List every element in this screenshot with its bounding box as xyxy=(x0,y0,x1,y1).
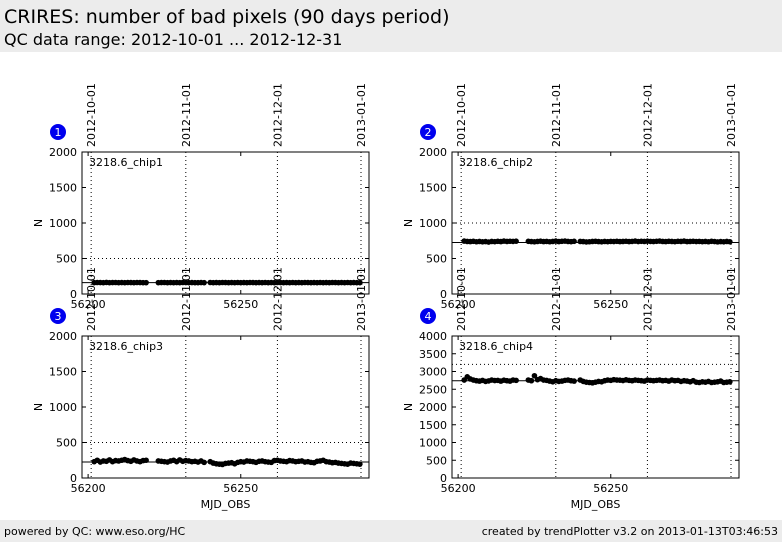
data-point xyxy=(143,279,149,286)
y-tick-label: 3500 xyxy=(419,348,447,361)
x-axis-label: MJD_OBS xyxy=(571,498,621,511)
panel-number: 3 xyxy=(55,310,62,323)
plot-frame xyxy=(451,151,740,295)
date-tick-label: 2012-10-01 xyxy=(85,83,98,147)
data-point xyxy=(357,461,363,467)
y-tick-label: 2000 xyxy=(419,401,447,414)
date-tick-label: 2012-12-01 xyxy=(271,267,284,331)
y-tick-label: 500 xyxy=(426,454,447,467)
data-point xyxy=(727,378,733,385)
page-title: CRIRES: number of bad pixels (90 days pe… xyxy=(4,6,450,28)
page-header: CRIRES: number of bad pixels (90 days pe… xyxy=(0,0,782,52)
y-tick-label: 1500 xyxy=(49,366,77,379)
y-tick-label: 1500 xyxy=(49,182,77,195)
chart-panel-4: 2012-10-01 2012-11-01 2012-12-01 2013-01-01… xyxy=(402,267,740,511)
y-axis-label: N xyxy=(402,219,415,227)
y-tick-label: 0 xyxy=(70,288,77,301)
y-tick-label: 0 xyxy=(440,472,447,485)
date-tick-label: 2012-12-01 xyxy=(641,267,654,331)
chip-label: 3218.6_chip1 xyxy=(89,156,163,169)
data-point xyxy=(531,372,538,379)
y-tick-label: 3000 xyxy=(419,366,447,379)
data-point xyxy=(201,459,207,466)
date-tick-label: 2012-11-01 xyxy=(180,83,193,147)
y-axis-label: N xyxy=(32,403,45,411)
x-tick-label: 56200 xyxy=(71,298,106,311)
x-tick-label: 56250 xyxy=(593,482,628,495)
panel-number: 4 xyxy=(425,310,432,323)
date-tick-label: 2012-10-01 xyxy=(455,83,468,147)
x-tick-label: 56250 xyxy=(593,298,628,311)
y-tick-label: 0 xyxy=(440,288,447,301)
panel-number-badge xyxy=(420,124,436,140)
x-tick-label: 56200 xyxy=(441,482,476,495)
x-tick-label: 56250 xyxy=(223,298,258,311)
y-tick-label: 1000 xyxy=(419,437,447,450)
y-tick-label: 2000 xyxy=(49,146,77,159)
date-tick-label: 2012-10-01 xyxy=(85,267,98,331)
y-axis-label: N xyxy=(402,403,415,411)
date-tick-label: 2012-12-01 xyxy=(641,83,654,147)
y-axis-label: N xyxy=(32,219,45,227)
x-tick-label: 56250 xyxy=(223,482,258,495)
y-tick-label: 1000 xyxy=(49,401,77,414)
date-tick-label: 2013-01-01 xyxy=(355,83,368,147)
chart-panel-2: 2012-10-01 2012-11-01 2012-12-01 2013-01-01… xyxy=(402,83,740,311)
y-tick-label: 500 xyxy=(56,437,77,450)
data-point xyxy=(513,238,519,244)
footer-powered-by: powered by QC: www.eso.org/HC xyxy=(4,525,186,538)
panel-number: 2 xyxy=(425,126,432,139)
y-tick-label: 1500 xyxy=(419,419,447,432)
footer-created-by: created by trendPlotter v3.2 on 2013-01-… xyxy=(481,525,778,538)
panel-number-badge xyxy=(50,308,66,324)
y-tick-label: 0 xyxy=(70,472,77,485)
data-point xyxy=(727,238,733,245)
panel-number: 1 xyxy=(55,126,62,139)
date-tick-label: 2012-11-01 xyxy=(550,267,563,331)
date-tick-label: 2013-01-01 xyxy=(725,83,738,147)
y-tick-label: 2000 xyxy=(419,146,447,159)
page-subtitle: QC data range: 2012-10-01 ... 2012-12-31 xyxy=(4,30,343,49)
date-tick-label: 2012-11-01 xyxy=(550,83,563,147)
page-footer: powered by QC: www.eso.org/HC created by… xyxy=(0,520,782,542)
date-tick-label: 2012-10-01 xyxy=(455,267,468,331)
y-tick-label: 1000 xyxy=(49,217,77,230)
y-tick-label: 2000 xyxy=(49,330,77,343)
x-axis-label: MJD_OBS xyxy=(201,498,251,511)
chip-label: 3218.6_chip4 xyxy=(459,340,533,353)
y-tick-label: 500 xyxy=(426,253,447,266)
chip-label: 3218.6_chip3 xyxy=(89,340,163,353)
y-tick-label: 500 xyxy=(56,253,77,266)
plot-frame xyxy=(451,335,740,479)
date-tick-label: 2012-12-01 xyxy=(271,83,284,147)
date-tick-label: 2013-01-01 xyxy=(725,267,738,331)
date-tick-label: 2013-01-01 xyxy=(355,267,368,331)
chart-area: 2012-10-01 2012-11-01 2012-12-01 2013-01-01… xyxy=(32,83,740,511)
data-point xyxy=(201,279,207,286)
data-point xyxy=(571,378,577,384)
data-point xyxy=(571,238,577,245)
chart-panel-1: 2012-10-01 2012-11-01 2012-12-01 2013-01-01… xyxy=(32,83,370,311)
plot-frame xyxy=(81,335,370,479)
chart-panel-3: 2012-10-01 2012-11-01 2012-12-01 2013-01-01… xyxy=(32,267,370,511)
data-point xyxy=(528,377,535,384)
y-tick-label: 2500 xyxy=(419,383,447,396)
date-tick-label: 2012-11-01 xyxy=(180,267,193,331)
panel-number-badge xyxy=(50,124,66,140)
plot-frame xyxy=(81,151,370,295)
y-tick-label: 1500 xyxy=(419,182,447,195)
y-tick-label: 4000 xyxy=(419,330,447,343)
data-point xyxy=(357,279,363,286)
x-tick-label: 56200 xyxy=(441,298,476,311)
data-point xyxy=(513,377,519,384)
data-point xyxy=(143,457,149,464)
chip-label: 3218.6_chip2 xyxy=(459,156,533,169)
y-tick-label: 1000 xyxy=(419,217,447,230)
panel-number-badge xyxy=(420,308,436,324)
x-tick-label: 56200 xyxy=(71,482,106,495)
